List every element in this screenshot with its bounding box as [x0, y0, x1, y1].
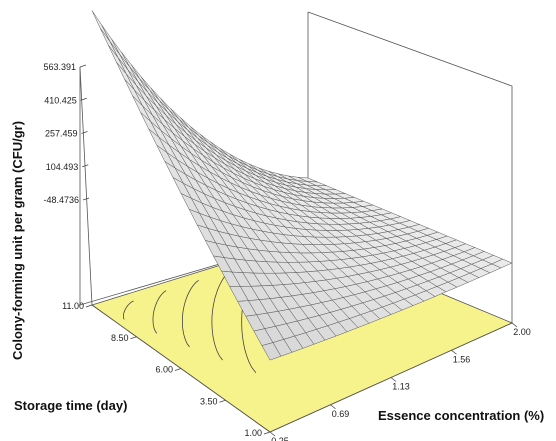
front-vertical-edge: [79, 66, 93, 306]
z-tick-label: 257.459: [45, 129, 78, 139]
x-tick-label: 0.25: [271, 436, 289, 441]
y-tick-mark: [219, 399, 226, 403]
response-surface: [91, 10, 513, 361]
z-tick-label: -48.4736: [43, 195, 79, 205]
y-tick-mark: [85, 304, 93, 308]
z-tick-mark: [79, 64, 87, 68]
x-tick-mark: [511, 322, 518, 328]
y-tick-mark: [263, 431, 271, 435]
x-axis-ticks: 0.25 0.69 1.13 1.56 2.00: [269, 322, 531, 441]
contour-line: [152, 290, 167, 334]
z-tick-mark: [80, 97, 87, 101]
z-tick-label: 104.493: [46, 162, 79, 172]
x-tick-label: 2.00: [513, 327, 531, 337]
contour-line: [211, 269, 232, 361]
z-tick-mark: [81, 131, 88, 134]
z-tick-mark: [82, 197, 90, 201]
x-tick-mark: [269, 431, 276, 437]
y-axis-label: Storage time (day): [14, 398, 127, 413]
y-tick-label: 8.50: [111, 333, 129, 343]
y-axis-ticks: 1.00 3.50 6.00 8.50 11.00: [62, 301, 271, 438]
z-tick-label: 563.391: [43, 62, 76, 72]
x-tick-mark: [330, 404, 336, 410]
y-tick-label: 6.00: [155, 365, 173, 375]
z-tick-mark: [82, 164, 89, 168]
y-tick-label: 11.00: [62, 301, 84, 311]
contour-line: [182, 279, 199, 348]
x-tick-mark: [451, 349, 457, 355]
surface-cell: [298, 177, 318, 183]
y-tick-mark: [130, 336, 137, 340]
y-tick-label: 1.00: [244, 428, 262, 438]
y-tick-mark: [174, 368, 182, 371]
x-tick-label: 0.69: [332, 409, 350, 419]
surface-cell: [91, 10, 111, 42]
x-tick-mark: [390, 377, 397, 382]
y-tick-label: 3.50: [200, 396, 218, 406]
x-axis-label: Essence concentration (%): [378, 408, 544, 423]
z-tick-label: 410.425: [44, 95, 77, 105]
z-axis-ticks: 563.391 410.425 257.459 104.493 -48.4736: [43, 62, 90, 205]
z-axis-label: Colony-forming unit per gram (CFU/gr): [10, 121, 25, 360]
left-back-wall: [79, 12, 309, 306]
contour-line: [123, 300, 134, 320]
x-tick-label: 1.13: [392, 382, 410, 392]
x-tick-label: 1.56: [453, 354, 471, 364]
surface-cell: [99, 27, 119, 58]
